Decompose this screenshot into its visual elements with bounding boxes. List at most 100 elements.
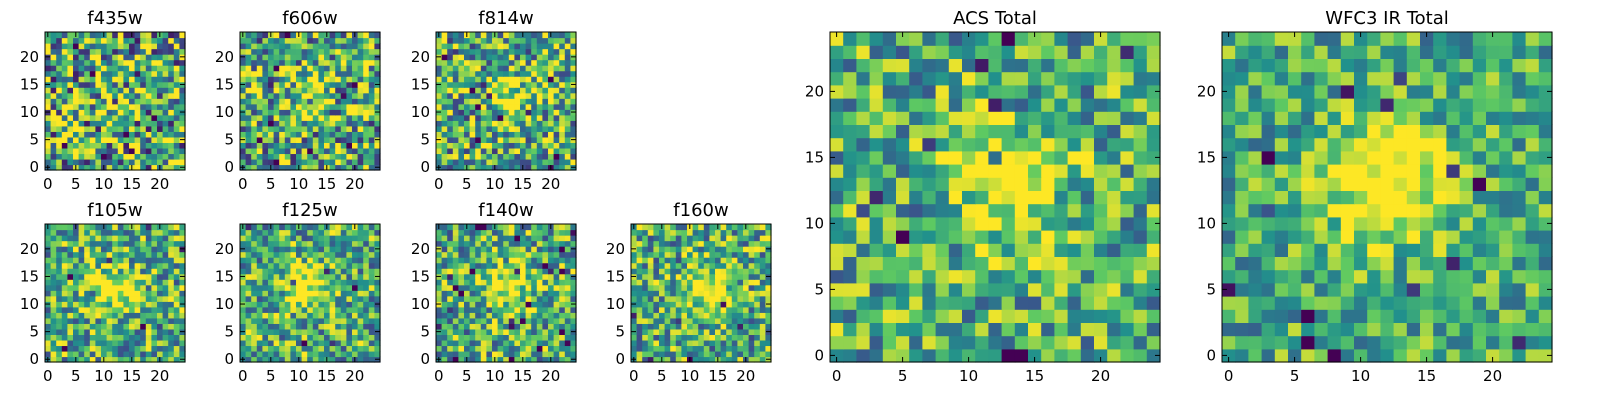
heatmap-cell xyxy=(492,48,499,55)
heatmap-cell xyxy=(73,323,80,330)
heatmap-cell xyxy=(162,76,169,83)
heatmap-cell xyxy=(497,103,504,110)
heatmap-cell xyxy=(307,43,314,50)
heatmap-cell xyxy=(151,136,158,143)
heatmap-cell xyxy=(447,251,454,258)
heatmap-cell xyxy=(363,48,370,55)
heatmap-cell xyxy=(73,240,80,247)
heatmap-cell xyxy=(681,257,688,264)
heatmap-cell xyxy=(715,339,722,347)
heatmap-cell xyxy=(78,262,85,269)
heatmap-cell xyxy=(436,290,443,297)
heatmap-cell xyxy=(129,109,136,116)
heatmap-cell xyxy=(324,284,331,291)
heatmap-cell xyxy=(743,323,750,330)
heatmap-cell xyxy=(553,43,560,50)
heatmap-cell xyxy=(240,48,247,55)
heatmap-cell xyxy=(447,158,454,166)
heatmap-cell xyxy=(145,339,152,347)
heatmap-cell xyxy=(134,37,141,44)
heatmap-cell xyxy=(441,279,448,286)
heatmap-cell xyxy=(486,109,493,116)
heatmap-cell xyxy=(368,32,375,39)
heatmap-cell xyxy=(117,147,124,155)
heatmap-cell xyxy=(89,65,96,72)
heatmap-cell xyxy=(251,268,258,275)
heatmap-cell xyxy=(284,240,291,247)
heatmap-cell xyxy=(525,334,532,341)
heatmap-cell xyxy=(340,317,347,324)
heatmap-cell xyxy=(548,125,555,132)
heatmap-cell xyxy=(1133,164,1148,178)
heatmap-cell xyxy=(553,92,560,99)
heatmap-cell xyxy=(151,290,158,297)
heatmap-cell xyxy=(145,48,152,55)
heatmap-cell xyxy=(687,295,694,302)
heatmap-cell xyxy=(486,251,493,258)
heatmap-cell xyxy=(709,312,716,319)
heatmap-cell xyxy=(101,301,108,308)
heatmap-cell xyxy=(368,350,375,358)
heatmap-cell xyxy=(134,246,141,253)
heatmap-cell xyxy=(67,109,74,116)
heatmap-cell xyxy=(570,323,577,330)
heatmap-cell xyxy=(112,328,119,335)
heatmap-cell xyxy=(492,229,499,236)
heatmap-cell xyxy=(492,350,499,358)
heatmap-cell xyxy=(503,246,510,253)
heatmap-cell xyxy=(659,323,666,330)
heatmap-cell xyxy=(653,268,660,275)
heatmap-cell xyxy=(975,282,989,297)
heatmap-cell xyxy=(531,273,538,280)
heatmap-cell xyxy=(123,356,130,363)
heatmap-cell xyxy=(636,323,643,330)
heatmap-cell xyxy=(497,356,504,363)
heatmap-cell xyxy=(548,131,555,138)
heatmap-cell xyxy=(531,70,538,77)
heatmap-cell xyxy=(251,273,258,280)
heatmap-cell xyxy=(268,301,275,308)
heatmap-cell xyxy=(720,273,727,280)
heatmap-cell xyxy=(664,323,671,330)
heatmap-cell xyxy=(962,269,976,284)
heatmap-cell xyxy=(173,339,180,347)
heatmap-cell xyxy=(759,339,766,347)
heatmap-cell xyxy=(50,279,57,286)
heatmap-cell xyxy=(318,164,325,171)
heatmap-cell xyxy=(647,328,654,335)
heatmap-cell xyxy=(548,103,555,110)
heatmap-cell xyxy=(869,256,884,271)
heatmap-cell xyxy=(882,309,897,323)
heatmap-cell xyxy=(112,284,119,291)
heatmap-cell xyxy=(256,345,263,352)
heatmap-cell xyxy=(464,59,471,66)
heatmap-cell xyxy=(329,279,336,286)
heatmap-cell xyxy=(145,235,152,242)
heatmap-cell xyxy=(447,59,454,66)
heatmap-cell xyxy=(290,81,297,88)
heatmap-cell xyxy=(869,177,884,191)
heatmap-cell xyxy=(273,295,280,302)
heatmap-cell xyxy=(564,312,571,319)
heatmap-cell xyxy=(843,203,857,218)
heatmap-cell xyxy=(301,37,308,44)
heatmap-cell xyxy=(324,235,331,242)
heatmap-cell xyxy=(497,323,504,330)
heatmap-cell xyxy=(670,268,677,275)
heatmap-cell xyxy=(935,269,950,284)
heatmap-cell xyxy=(553,262,560,269)
heatmap-cell xyxy=(346,257,353,264)
heatmap-cell xyxy=(737,284,744,291)
heatmap-cell xyxy=(570,224,577,231)
heatmap-cell xyxy=(173,109,180,116)
heatmap-cell xyxy=(447,317,454,324)
heatmap-cell xyxy=(843,322,857,337)
heatmap-cell xyxy=(73,268,80,275)
heatmap-cell xyxy=(475,306,482,313)
heatmap-cell xyxy=(179,120,186,127)
heatmap-cell xyxy=(173,268,180,275)
heatmap-cell xyxy=(492,273,499,280)
heatmap-cell xyxy=(856,256,871,271)
heatmap-cell xyxy=(642,224,649,231)
heatmap-cell xyxy=(458,251,465,258)
